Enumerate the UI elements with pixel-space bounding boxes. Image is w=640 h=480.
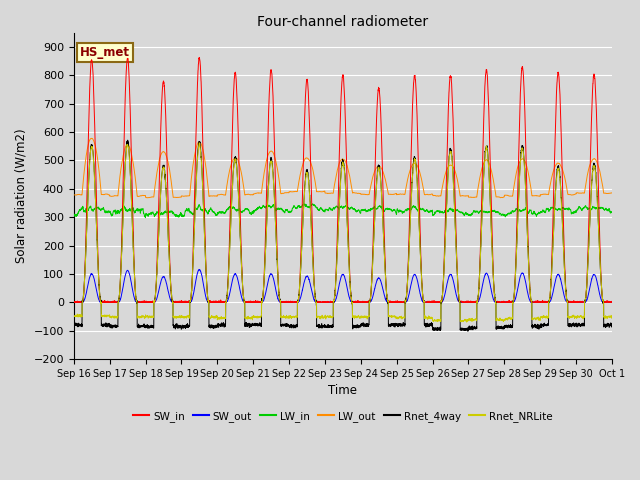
Line: LW_out: LW_out (74, 138, 612, 198)
LW_in (494, 209, 502, 215)
LW_in (70, 211, 77, 217)
Rnet_4way (463, 328, 471, 334)
LW_out (464, 193, 472, 199)
Rnet_4way (494, 323, 502, 329)
LW_in (141, 215, 149, 221)
SW_in (70, 300, 77, 305)
Rnet_4way (167, 281, 175, 287)
SW_out (608, 300, 616, 305)
Line: SW_out: SW_out (74, 270, 612, 302)
Rnet_4way (464, 328, 472, 334)
Rnet_NRLite (607, 315, 615, 321)
SW_in (434, 299, 442, 305)
LW_out (494, 194, 502, 200)
LW_out (144, 195, 152, 201)
Rnet_NRLite (464, 317, 472, 323)
LW_out (323, 191, 331, 196)
LW_in (464, 211, 472, 217)
Rnet_NRLite (166, 279, 174, 285)
Line: LW_in: LW_in (74, 204, 612, 218)
LW_out (608, 190, 616, 196)
SW_in (464, 299, 472, 304)
SW_in (195, 55, 203, 60)
Line: Rnet_NRLite: Rnet_NRLite (74, 143, 612, 322)
LW_in (308, 201, 316, 207)
LW_in (167, 208, 175, 214)
LW_in (608, 209, 616, 215)
Line: Rnet_4way: Rnet_4way (74, 140, 612, 331)
Rnet_4way (608, 322, 616, 328)
Rnet_NRLite (323, 313, 331, 319)
LW_out (434, 193, 442, 199)
SW_out (166, 297, 174, 303)
SW_out (607, 299, 615, 305)
Line: SW_in: SW_in (74, 58, 612, 302)
Rnet_NRLite (494, 316, 502, 322)
Rnet_NRLite (608, 315, 616, 321)
Rnet_NRLite (434, 319, 442, 324)
LW_out (607, 190, 615, 196)
SW_in (167, 278, 175, 284)
Rnet_4way (323, 324, 331, 330)
Rnet_NRLite (463, 319, 470, 325)
Rnet_NRLite (196, 140, 204, 145)
SW_out (196, 267, 204, 273)
SW_out (70, 300, 77, 305)
Rnet_NRLite (70, 313, 77, 319)
LW_in (434, 208, 442, 214)
LW_in (323, 207, 331, 213)
SW_out (434, 299, 442, 305)
SW_out (494, 300, 502, 305)
LW_out (70, 192, 77, 198)
SW_in (323, 299, 331, 305)
Rnet_4way (70, 323, 77, 328)
X-axis label: Time: Time (328, 384, 357, 397)
SW_out (323, 300, 331, 305)
Title: Four-channel radiometer: Four-channel radiometer (257, 15, 428, 29)
LW_out (88, 135, 95, 141)
SW_in (607, 299, 615, 305)
SW_in (608, 300, 616, 305)
Y-axis label: Solar radiation (W/m2): Solar radiation (W/m2) (15, 129, 28, 263)
Rnet_4way (607, 324, 615, 329)
Text: HS_met: HS_met (80, 46, 130, 59)
Rnet_4way (434, 326, 442, 332)
SW_in (494, 299, 502, 304)
Rnet_4way (124, 137, 132, 143)
SW_out (463, 299, 471, 305)
SW_in (70, 299, 77, 305)
LW_out (167, 175, 175, 180)
LW_in (607, 209, 615, 215)
Legend: SW_in, SW_out, LW_in, LW_out, Rnet_4way, Rnet_NRLite: SW_in, SW_out, LW_in, LW_out, Rnet_4way,… (129, 407, 557, 426)
